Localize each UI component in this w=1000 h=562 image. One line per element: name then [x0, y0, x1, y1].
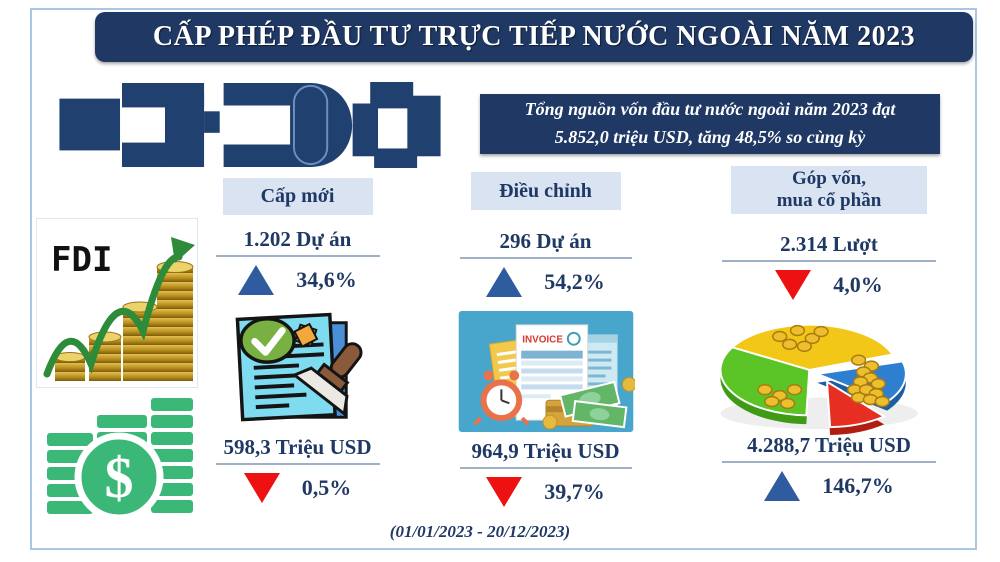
- percent-value: 54,2%: [544, 269, 605, 294]
- page-title: CẤP PHÉP ĐẦU TƯ TRỰC TIẾP NƯỚC NGOÀI NĂM…: [152, 21, 916, 52]
- trend-arrow-icon: [243, 473, 280, 503]
- change-indicator: 0,5%: [200, 473, 395, 503]
- money-stacks-icon: $: [45, 393, 195, 525]
- fdi-image-label: FDI: [51, 240, 112, 280]
- change-indicator: 39,7%: [443, 477, 648, 507]
- trend-arrow-icon: [775, 270, 812, 300]
- capital-value-stat: 964,9 Triệu USD 39,7%: [443, 439, 648, 507]
- pie-chart-coins-icon: [709, 299, 949, 437]
- change-indicator: 34,6%: [200, 265, 395, 295]
- growth-arrow-icon: [43, 237, 195, 378]
- percent-value: 4,0%: [833, 272, 883, 297]
- project-count: 2.314 Lượt: [721, 232, 937, 262]
- summary-line-2: 5.852,0 triệu USD, tăng 48,5% so cùng kỳ: [554, 127, 866, 147]
- project-count: 1.202 Dự án: [215, 227, 380, 257]
- summary-box: Tổng nguồn vốn đầu tư nước ngoài năm 202…: [480, 94, 940, 154]
- period-label: (01/01/2023 - 20/12/2023): [389, 522, 571, 541]
- percent-value: 39,7%: [544, 479, 605, 504]
- capital-value-stat: 598,3 Triệu USD 0,5%: [200, 435, 395, 503]
- change-indicator: 146,7%: [700, 471, 958, 501]
- capital-value: 4.288,7 Triệu USD: [721, 433, 937, 463]
- column-header: Cấp mới: [222, 178, 373, 215]
- coin-stacks: [54, 261, 194, 381]
- percent-value: 0,5%: [301, 475, 352, 500]
- alarm-clock-icon: [472, 370, 530, 426]
- project-count-stat: 2.314 Lượt 4,0%: [700, 232, 958, 300]
- capital-value: 598,3 Triệu USD: [215, 435, 380, 465]
- trend-arrow-icon: [238, 265, 275, 295]
- percent-value: 34,6%: [296, 267, 357, 292]
- column-header: Điều chỉnh: [470, 172, 621, 210]
- trend-arrow-icon: [764, 471, 801, 501]
- approved-document-stamp-icon: [222, 307, 374, 431]
- invoice-clock-money-icon: INVOICE: [457, 311, 635, 432]
- gold-coins: [757, 324, 890, 410]
- percent-value: 146,7%: [822, 473, 894, 498]
- capital-value: 964,9 Triệu USD: [459, 439, 632, 469]
- trend-arrow-icon: [486, 267, 523, 297]
- change-indicator: 54,2%: [443, 267, 648, 297]
- trend-arrow-icon: [486, 477, 523, 507]
- dollar-sign: $: [105, 445, 134, 510]
- project-count: 296 Dự án: [459, 229, 632, 259]
- capital-value-stat: 4.288,7 Triệu USD 146,7%: [700, 433, 958, 501]
- title-banner: CẤP PHÉP ĐẦU TƯ TRỰC TIẾP NƯỚC NGOÀI NĂM…: [95, 12, 973, 62]
- invoice-label: INVOICE: [522, 335, 563, 346]
- change-indicator: 4,0%: [700, 270, 958, 300]
- fdi-growth-image: FDI: [36, 218, 198, 388]
- fdi-logo-icon: [59, 82, 441, 168]
- project-count-stat: 296 Dự án 54,2%: [443, 229, 648, 297]
- column-header: Góp vốn, mua cổ phần: [731, 166, 927, 214]
- summary-line-1: Tổng nguồn vốn đầu tư nước ngoài năm 202…: [524, 99, 896, 120]
- project-count-stat: 1.202 Dự án 34,6%: [200, 227, 395, 295]
